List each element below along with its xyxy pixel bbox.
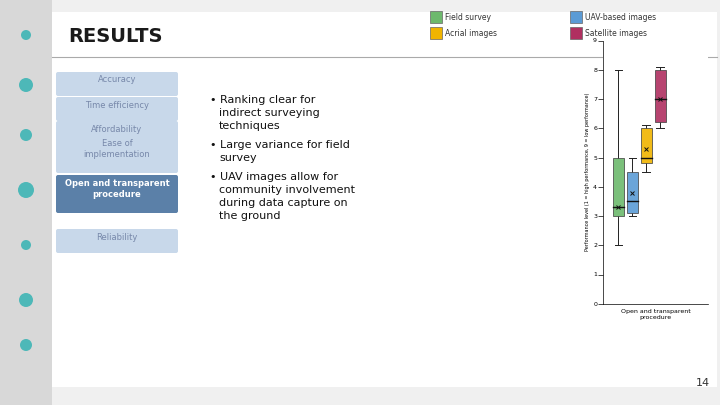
Text: UAV-based images: UAV-based images	[585, 13, 656, 21]
FancyBboxPatch shape	[56, 72, 178, 96]
Circle shape	[19, 293, 33, 307]
Text: community involvement: community involvement	[219, 185, 355, 195]
Text: • Large variance for field: • Large variance for field	[210, 140, 350, 150]
Bar	[654, 70, 666, 122]
Text: • UAV images allow for: • UAV images allow for	[210, 172, 338, 182]
Text: Acrial images: Acrial images	[445, 28, 497, 38]
Text: Time efficiency: Time efficiency	[85, 100, 149, 109]
Circle shape	[21, 30, 31, 40]
Text: • Ranking clear for: • Ranking clear for	[210, 95, 315, 105]
Text: techniques: techniques	[219, 121, 281, 131]
Y-axis label: Performance level (1 = high performance, 9 = low performance): Performance level (1 = high performance,…	[585, 93, 590, 252]
FancyBboxPatch shape	[56, 175, 178, 213]
Text: survey: survey	[219, 153, 256, 163]
FancyBboxPatch shape	[56, 229, 178, 253]
Bar	[430, 11, 442, 23]
Bar	[641, 128, 652, 163]
Text: Accuracy: Accuracy	[98, 75, 136, 85]
Text: Affordability: Affordability	[91, 124, 143, 134]
Text: Field survey: Field survey	[445, 13, 491, 21]
Bar	[570, 27, 582, 39]
Circle shape	[20, 129, 32, 141]
Bar	[570, 11, 582, 23]
Circle shape	[18, 182, 34, 198]
X-axis label: Open and transparent
procedure: Open and transparent procedure	[621, 309, 690, 320]
Bar	[627, 172, 638, 213]
Text: indirect surveying: indirect surveying	[219, 108, 320, 118]
Text: RESULTS: RESULTS	[68, 28, 163, 47]
Text: Ease of
implementation: Ease of implementation	[84, 139, 150, 159]
Text: Open and transparent
procedure: Open and transparent procedure	[65, 179, 169, 199]
FancyBboxPatch shape	[56, 135, 178, 173]
Text: 14: 14	[696, 378, 710, 388]
Text: Reliability: Reliability	[96, 232, 138, 241]
Bar	[430, 27, 442, 39]
FancyBboxPatch shape	[56, 121, 178, 145]
Text: during data capture on: during data capture on	[219, 198, 348, 208]
Circle shape	[19, 78, 33, 92]
Bar	[613, 158, 624, 216]
Circle shape	[21, 240, 31, 250]
Text: Satellite images: Satellite images	[585, 28, 647, 38]
Circle shape	[20, 339, 32, 351]
Text: the ground: the ground	[219, 211, 281, 221]
FancyBboxPatch shape	[56, 97, 178, 121]
Bar	[0, 0, 52, 405]
